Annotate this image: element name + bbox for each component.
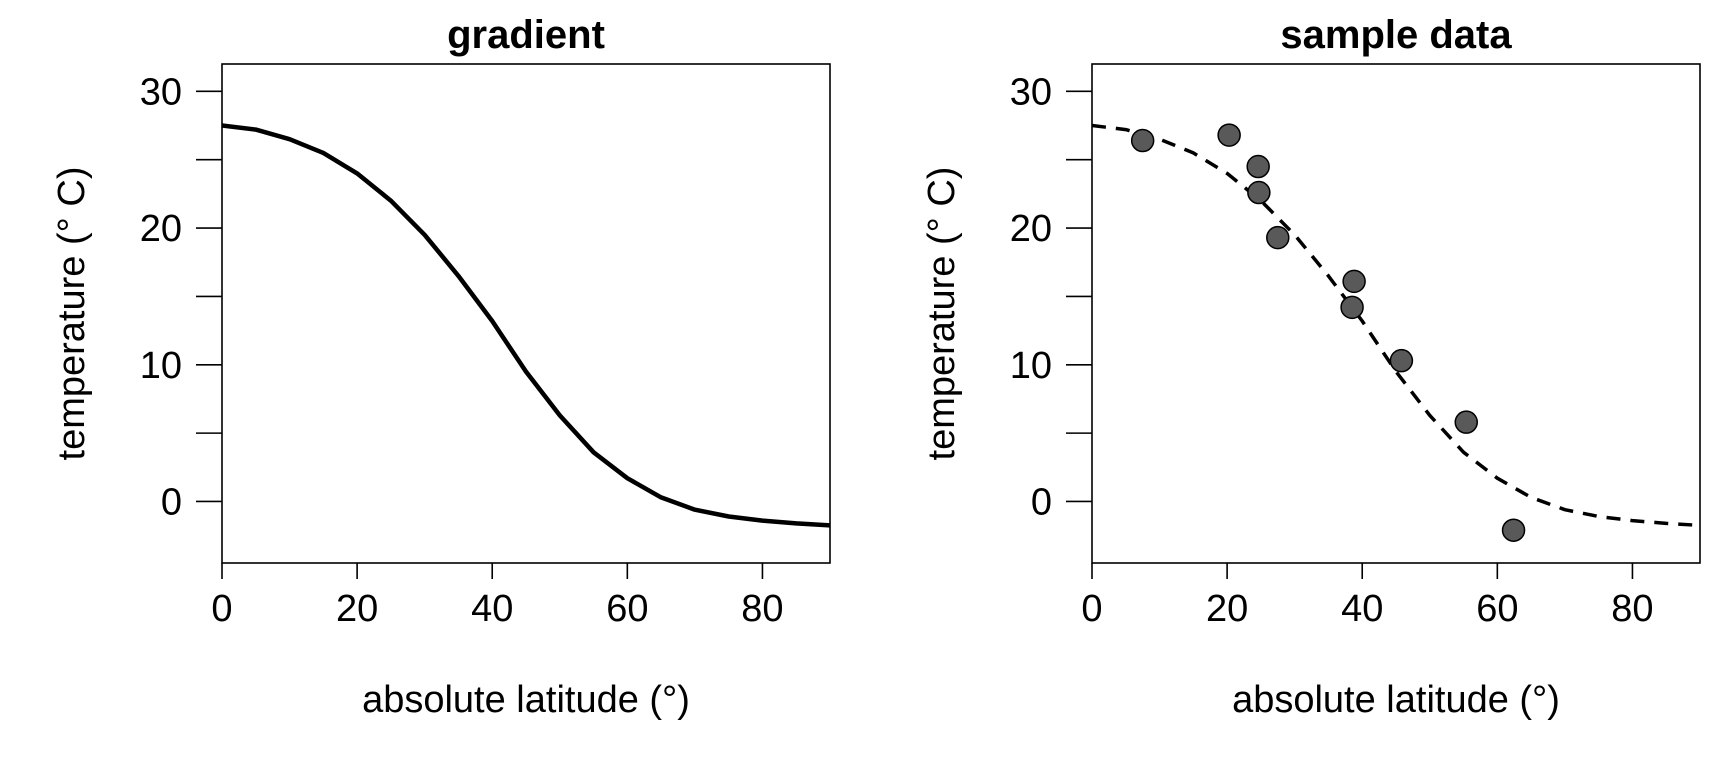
y-tick-label: 10	[140, 345, 182, 387]
x-tick-label: 80	[741, 588, 783, 630]
x-tick-label: 40	[471, 588, 513, 630]
y-tick-label: 0	[1031, 481, 1052, 523]
y-tick-label: 0	[161, 481, 182, 523]
x-axis-label: absolute latitude (°)	[362, 679, 690, 721]
y-tick-label: 30	[140, 71, 182, 113]
panel-gradient: gradient 0 20 40 60 80 0 10 20 30 absolute latitud…	[51, 13, 831, 721]
data-point	[1246, 154, 1270, 179]
data-point	[1340, 295, 1364, 320]
x-tick-label: 60	[606, 588, 648, 630]
x-tick-label: 20	[1206, 588, 1248, 630]
data-point	[1266, 225, 1290, 250]
chart-title: sample data	[1280, 13, 1512, 57]
data-point	[1454, 410, 1479, 434]
chart-title: gradient	[447, 13, 605, 57]
x-tick-label: 80	[1611, 588, 1653, 630]
data-point	[1130, 128, 1155, 153]
y-tick-label: 30	[1010, 71, 1052, 113]
x-tick-label: 60	[1476, 588, 1518, 630]
data-point	[1217, 123, 1241, 147]
y-axis-label: temperature (° C)	[921, 167, 963, 461]
data-point	[1247, 180, 1271, 205]
y-tick-label: 20	[1010, 208, 1052, 250]
x-tick-label: 0	[1081, 588, 1102, 630]
x-tick-label: 20	[336, 588, 378, 630]
fitted-curve-dashed	[1092, 123, 1700, 528]
plot-frame	[221, 63, 831, 564]
data-point	[1389, 348, 1414, 373]
data-point	[1501, 518, 1526, 542]
x-axis-label: absolute latitude (°)	[1232, 679, 1560, 721]
x-tick-label: 0	[211, 588, 232, 630]
panel-sample-data: sample data 0 20 40 60 80 0 10 20 30 absolute lati…	[921, 13, 1701, 721]
y-tick-label: 10	[1010, 345, 1052, 387]
gradient-curve	[222, 123, 830, 528]
plot-frame	[1091, 63, 1701, 564]
x-tick-label: 40	[1341, 588, 1383, 630]
data-point	[1342, 269, 1366, 294]
y-axis-label: temperature (° C)	[51, 167, 93, 461]
y-tick-label: 20	[140, 208, 182, 250]
